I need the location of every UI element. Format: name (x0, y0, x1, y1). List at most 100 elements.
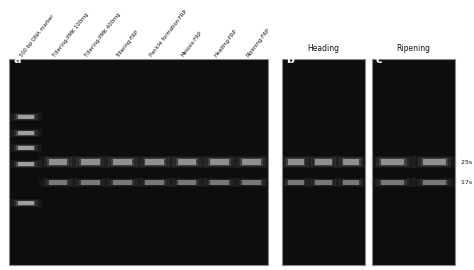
Text: 500 bp DNA marker: 500 bp DNA marker (19, 14, 55, 58)
Bar (136, 178, 173, 187)
Bar (339, 157, 363, 167)
Bar (144, 180, 166, 185)
Bar (178, 180, 196, 185)
Bar (9, 59, 268, 265)
Bar (113, 159, 132, 165)
Bar (284, 179, 308, 186)
Bar (411, 178, 457, 187)
Bar (16, 145, 35, 150)
Text: Tillering-PMK 400mg: Tillering-PMK 400mg (84, 12, 121, 58)
Bar (417, 179, 451, 186)
Bar (44, 157, 72, 167)
Bar (208, 158, 231, 166)
Bar (16, 131, 35, 136)
Bar (288, 180, 304, 185)
Bar (382, 180, 404, 185)
Bar (9, 160, 42, 168)
Bar (423, 180, 446, 185)
Bar (18, 201, 34, 205)
Bar (316, 159, 331, 165)
Bar (343, 180, 359, 185)
Bar (240, 180, 263, 185)
Bar (79, 158, 101, 166)
Bar (146, 180, 164, 185)
Text: 25s rRNA: 25s rRNA (461, 160, 474, 164)
Text: Heading: Heading (308, 44, 339, 53)
Bar (178, 159, 196, 165)
Bar (76, 157, 104, 167)
Bar (372, 59, 455, 265)
Bar (286, 180, 305, 185)
Bar (376, 157, 410, 167)
Bar (104, 156, 141, 168)
Text: Meiosis-FRP: Meiosis-FRP (181, 31, 204, 58)
Bar (146, 159, 164, 165)
Bar (201, 156, 238, 168)
Bar (420, 158, 448, 166)
Bar (144, 158, 166, 166)
Bar (111, 158, 134, 166)
Bar (342, 158, 361, 166)
Bar (81, 159, 100, 165)
Text: Ripening: Ripening (397, 44, 430, 53)
Bar (18, 146, 34, 150)
Bar (242, 159, 261, 165)
Bar (286, 158, 305, 166)
Bar (168, 156, 206, 168)
Bar (379, 158, 407, 166)
Bar (18, 162, 34, 166)
Bar (339, 179, 363, 186)
Bar (109, 157, 137, 167)
Text: Tillering-PMK 100mg: Tillering-PMK 100mg (52, 12, 89, 58)
Bar (311, 179, 336, 186)
Bar (314, 180, 333, 185)
Bar (9, 199, 42, 207)
Bar (282, 59, 365, 265)
Bar (16, 114, 35, 119)
Text: 17s rRNA: 17s rRNA (461, 180, 474, 185)
Bar (16, 201, 35, 205)
Text: Tillering-FRP: Tillering-FRP (116, 29, 140, 58)
Text: b: b (286, 55, 294, 65)
Bar (39, 178, 77, 187)
Bar (308, 178, 339, 187)
Bar (237, 157, 266, 167)
Bar (423, 159, 446, 165)
Bar (316, 180, 331, 185)
Bar (14, 161, 37, 167)
Bar (141, 179, 169, 186)
Bar (109, 179, 137, 186)
Text: Ripening-FRP: Ripening-FRP (246, 27, 271, 58)
Text: a: a (13, 55, 21, 65)
Bar (79, 180, 101, 185)
Bar (342, 180, 361, 185)
Bar (280, 156, 312, 168)
Bar (9, 129, 42, 137)
Bar (173, 179, 201, 186)
Text: Panicle formation-FRP: Panicle formation-FRP (148, 9, 188, 58)
Bar (201, 178, 238, 187)
Bar (44, 179, 72, 186)
Bar (237, 179, 266, 186)
Bar (46, 180, 69, 185)
Bar (18, 115, 34, 119)
Bar (14, 144, 37, 151)
Bar (173, 157, 201, 167)
Bar (72, 178, 109, 187)
Bar (76, 179, 104, 186)
Bar (14, 130, 37, 136)
Bar (379, 180, 407, 185)
Bar (168, 178, 206, 187)
Bar (205, 157, 233, 167)
Bar (311, 157, 336, 167)
Bar (343, 159, 359, 165)
Bar (288, 159, 304, 165)
Bar (14, 200, 37, 206)
Bar (48, 180, 67, 185)
Bar (335, 156, 367, 168)
Bar (113, 180, 132, 185)
Bar (48, 159, 67, 165)
Bar (176, 180, 198, 185)
Bar (335, 178, 367, 187)
Text: Heading-FRP: Heading-FRP (213, 28, 237, 58)
